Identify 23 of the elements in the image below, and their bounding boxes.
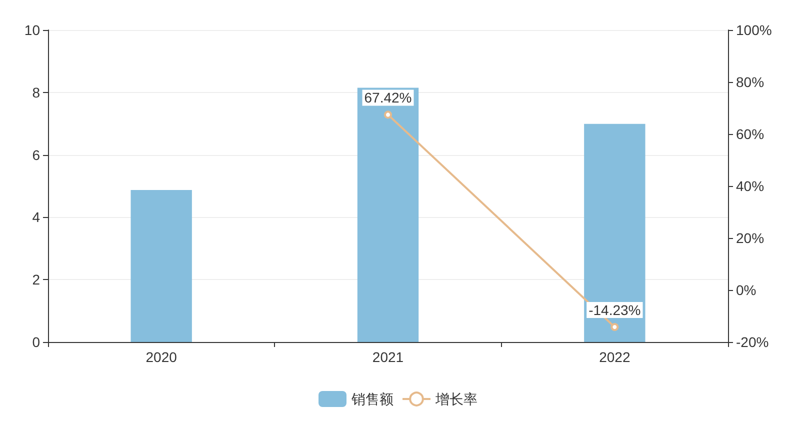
y-tick-label: 4 [32,209,40,226]
y2-tick-label: 100% [736,22,772,38]
data-label: -14.23% [588,302,641,318]
x-tick-label: 2020 [146,349,178,365]
y-tick-label: 8 [32,84,40,100]
y2-tick-label: 60% [736,126,764,142]
y2-tick-label: 40% [736,178,764,194]
legend-label: 增长率 [434,391,478,407]
bar [130,190,192,342]
y2-tick-label: 80% [736,74,764,90]
y2-tick-label: 0% [736,282,756,298]
x-tick-label: 2022 [599,349,630,365]
bar [357,88,419,342]
x-tick-label: 2021 [372,349,404,365]
y2-tick-label: -20% [736,334,769,350]
legend-label: 销售额 [350,391,394,407]
y-tick-label: 0 [32,334,40,350]
y-tick-label: 10 [24,22,40,38]
bar [584,124,646,342]
data-label: 67.42% [364,90,412,106]
y-tick-label: 2 [32,272,40,288]
y-tick-label: 6 [32,146,40,163]
y2-tick-label: 20% [736,230,764,246]
